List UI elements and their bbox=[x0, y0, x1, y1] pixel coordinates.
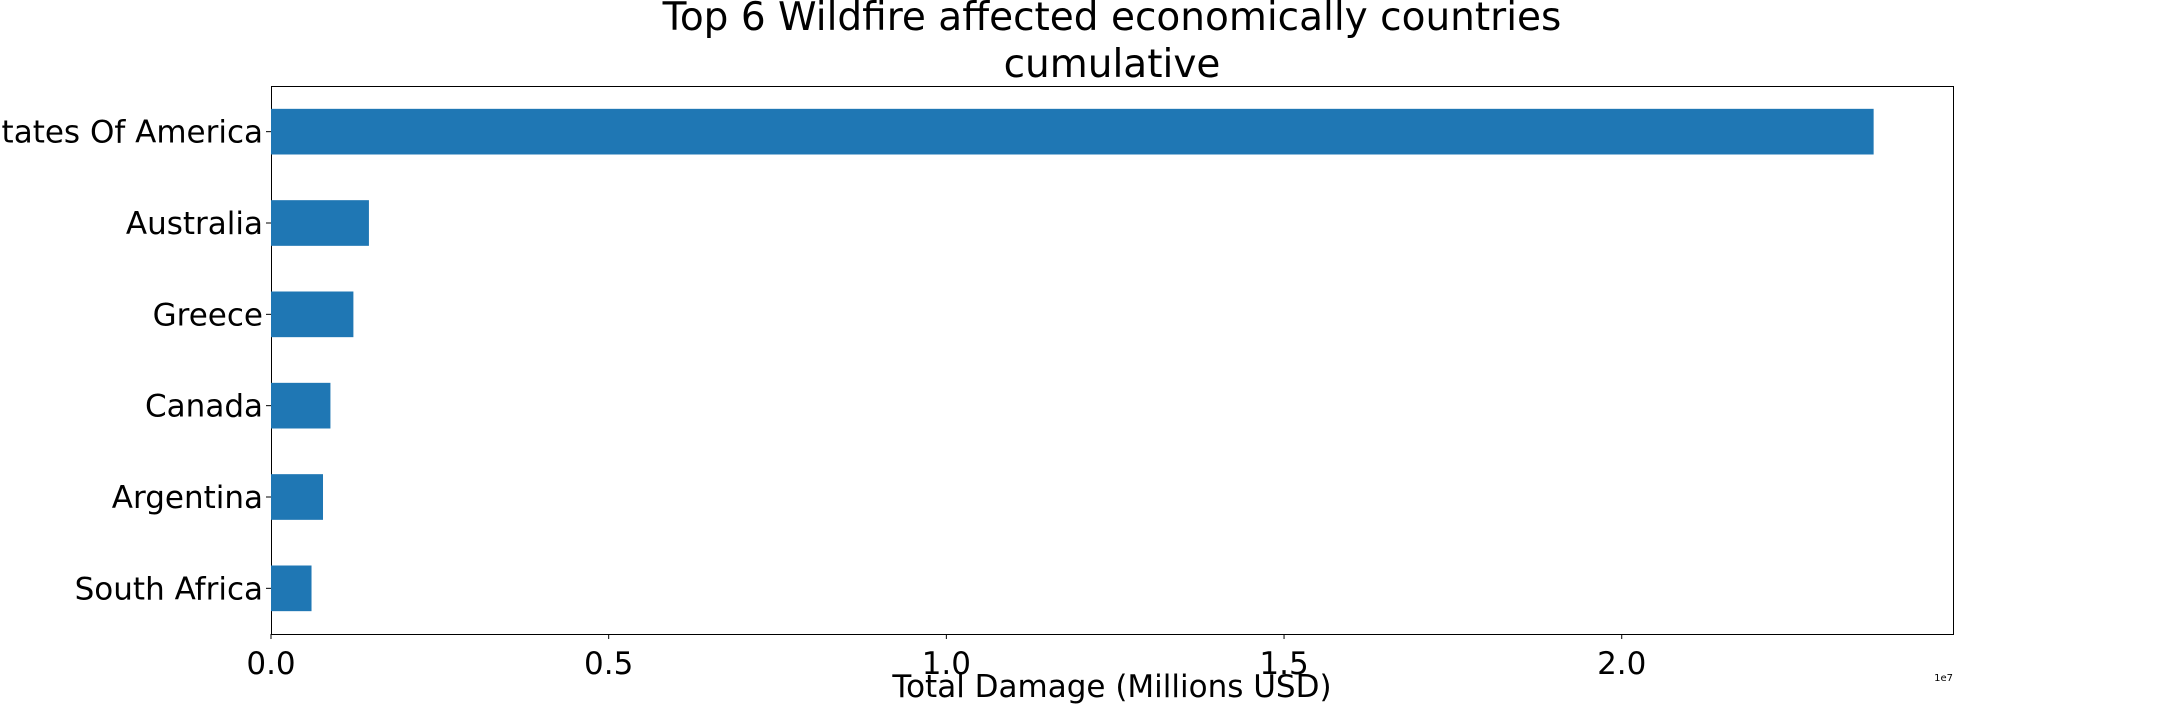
bar bbox=[271, 474, 324, 520]
bars bbox=[271, 108, 1874, 612]
category-label: Australia bbox=[126, 206, 263, 242]
plot-area bbox=[271, 86, 1954, 635]
category-label: South Africa bbox=[75, 571, 263, 607]
category-label: United States Of America bbox=[0, 115, 263, 151]
chart-title-line: Top 6 Wildfire affected economically cou… bbox=[662, 0, 1562, 40]
chart-title: Top 6 Wildfire affected economically cou… bbox=[662, 0, 1562, 87]
x-axis-label: Total Damage (Millions USD) bbox=[891, 669, 1331, 705]
x-tick-label: 0.0 bbox=[246, 646, 295, 682]
bar bbox=[271, 108, 1874, 155]
x-tick-label: 0.5 bbox=[584, 646, 633, 682]
x-axis-offset-label: 1e7 bbox=[1934, 673, 1953, 684]
category-label: Argentina bbox=[112, 480, 263, 516]
x-tick-label: 1.5 bbox=[1259, 646, 1308, 682]
x-tick-label: 1.0 bbox=[922, 646, 971, 682]
bar bbox=[271, 565, 312, 612]
bar bbox=[271, 382, 331, 429]
category-label: Greece bbox=[153, 297, 263, 333]
x-tick-label: 2.0 bbox=[1597, 646, 1646, 682]
category-label: Canada bbox=[145, 389, 263, 425]
bar bbox=[271, 200, 369, 246]
y-axis: United States Of America Australia Greece C… bbox=[0, 115, 271, 607]
chart-title-line: cumulative bbox=[1004, 42, 1221, 87]
x-axis: 0.0 0.5 1.0 1.5 2.0 bbox=[246, 634, 1646, 682]
bar bbox=[271, 291, 354, 338]
